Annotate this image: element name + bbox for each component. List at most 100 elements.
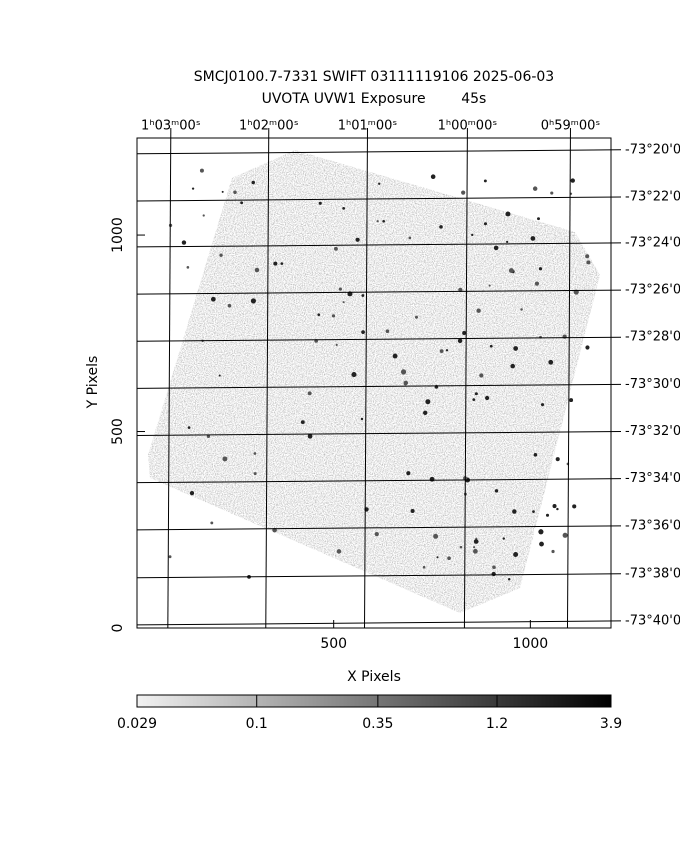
source bbox=[474, 392, 478, 396]
source bbox=[569, 398, 574, 403]
plot-frame bbox=[136, 137, 612, 629]
source bbox=[335, 343, 338, 347]
source bbox=[485, 395, 490, 401]
y-tick-label: 0 bbox=[110, 624, 126, 633]
source bbox=[210, 521, 214, 525]
grid-line bbox=[136, 478, 622, 484]
source bbox=[191, 187, 195, 190]
source bbox=[186, 266, 190, 269]
source bbox=[488, 284, 491, 287]
source bbox=[433, 533, 439, 539]
y-tick-label: 500 bbox=[110, 418, 126, 445]
source bbox=[555, 457, 560, 462]
source bbox=[483, 179, 487, 183]
grid-line bbox=[265, 127, 270, 629]
source bbox=[572, 504, 577, 509]
x2-tick-label: 1ʰ00ᵐ00ˢ bbox=[438, 119, 498, 134]
source bbox=[361, 330, 365, 335]
sources bbox=[168, 168, 591, 581]
source bbox=[473, 546, 476, 549]
source bbox=[300, 420, 305, 425]
source bbox=[538, 529, 544, 535]
source bbox=[222, 456, 228, 462]
grid-line bbox=[136, 431, 622, 437]
source bbox=[570, 178, 575, 183]
y2-tick-label: -73°22'0 bbox=[625, 189, 680, 204]
colorbar-tick-label: 3.9 bbox=[600, 716, 622, 732]
source bbox=[585, 345, 590, 350]
y2-tick-label: -73°40'0 bbox=[625, 613, 680, 628]
source bbox=[392, 353, 398, 359]
source bbox=[445, 349, 449, 352]
source bbox=[218, 374, 221, 377]
grid-line bbox=[136, 149, 622, 155]
source bbox=[513, 346, 519, 351]
source bbox=[318, 201, 322, 205]
source bbox=[406, 471, 411, 476]
colorbar bbox=[136, 694, 612, 708]
source bbox=[532, 186, 538, 191]
source bbox=[471, 233, 474, 237]
source bbox=[307, 433, 313, 439]
source bbox=[489, 344, 493, 348]
y2-tick-label: -73°28'0 bbox=[625, 330, 680, 345]
source bbox=[508, 268, 514, 274]
source bbox=[585, 254, 590, 259]
source bbox=[429, 476, 435, 482]
grid-line bbox=[136, 573, 622, 579]
source bbox=[385, 329, 390, 333]
source bbox=[510, 363, 515, 369]
source bbox=[457, 338, 463, 344]
source bbox=[513, 552, 519, 557]
y2-tick-label: -73°26'0 bbox=[625, 283, 680, 298]
source bbox=[378, 182, 381, 185]
source bbox=[492, 565, 496, 569]
source bbox=[562, 532, 568, 538]
source bbox=[534, 281, 540, 286]
source bbox=[493, 245, 499, 251]
grid-line bbox=[136, 620, 622, 626]
source bbox=[540, 403, 545, 407]
source bbox=[436, 556, 439, 559]
grid-line bbox=[364, 127, 369, 629]
source bbox=[317, 313, 321, 317]
exposure-image bbox=[148, 150, 600, 613]
y-tick-label: 1000 bbox=[110, 217, 126, 253]
source bbox=[538, 267, 543, 271]
source bbox=[355, 237, 360, 242]
source bbox=[202, 214, 205, 217]
source bbox=[479, 373, 484, 378]
x2-tick-label: 1ʰ02ᵐ00ˢ bbox=[239, 119, 299, 134]
source bbox=[586, 260, 591, 265]
source bbox=[473, 539, 479, 544]
source bbox=[280, 262, 284, 265]
source bbox=[338, 287, 342, 291]
source bbox=[360, 417, 364, 421]
source bbox=[342, 206, 346, 210]
grid-line bbox=[136, 242, 622, 248]
y2-tick-label: -73°20'0 bbox=[625, 142, 680, 157]
grid-line bbox=[463, 127, 468, 629]
grid-line bbox=[136, 196, 622, 202]
source bbox=[447, 556, 451, 561]
source bbox=[506, 240, 509, 244]
source bbox=[548, 359, 554, 365]
source bbox=[462, 330, 467, 335]
x2-tick-label: 1ʰ01ᵐ00ˢ bbox=[338, 119, 398, 134]
grid-line bbox=[136, 289, 622, 295]
source bbox=[439, 225, 443, 229]
chart-title: SMCJ0100.7-7331 SWIFT 03111119106 2025-0… bbox=[194, 69, 554, 85]
source bbox=[307, 391, 312, 396]
source bbox=[219, 253, 223, 257]
y2-tick-label: -73°34'0 bbox=[625, 471, 680, 486]
x2-tick-label: 0ʰ59ᵐ00ˢ bbox=[541, 119, 601, 134]
source bbox=[533, 453, 538, 457]
source bbox=[336, 549, 342, 554]
source bbox=[410, 508, 415, 514]
grid-line bbox=[566, 127, 571, 629]
source bbox=[382, 219, 386, 223]
source bbox=[502, 537, 505, 540]
source bbox=[532, 510, 535, 513]
source bbox=[331, 314, 336, 318]
